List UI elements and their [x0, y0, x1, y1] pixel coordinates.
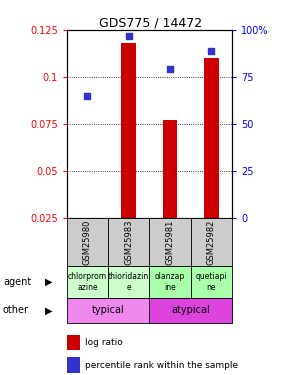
- Point: [85, 93, 90, 99]
- Bar: [67, 266, 108, 298]
- Bar: [149, 298, 232, 322]
- Text: other: other: [3, 305, 29, 315]
- Bar: [67, 357, 80, 373]
- Bar: [67, 217, 108, 266]
- Text: log ratio: log ratio: [85, 338, 123, 347]
- Bar: [191, 217, 232, 266]
- Bar: [67, 334, 80, 350]
- Text: ▶: ▶: [45, 305, 52, 315]
- Bar: [122, 43, 136, 218]
- Text: GSM25983: GSM25983: [124, 219, 133, 265]
- Bar: [204, 58, 219, 217]
- Text: agent: agent: [3, 277, 31, 287]
- Text: percentile rank within the sample: percentile rank within the sample: [85, 361, 238, 370]
- Text: GDS775 / 14472: GDS775 / 14472: [99, 17, 202, 30]
- Text: GSM25981: GSM25981: [166, 219, 175, 265]
- Bar: [108, 266, 149, 298]
- Bar: [67, 298, 149, 322]
- Text: atypical: atypical: [171, 305, 210, 315]
- Text: olanzap
ine: olanzap ine: [155, 273, 185, 292]
- Bar: [108, 217, 149, 266]
- Bar: [163, 120, 177, 218]
- Text: quetiapi
ne: quetiapi ne: [195, 273, 227, 292]
- Text: GSM25980: GSM25980: [83, 219, 92, 265]
- Text: typical: typical: [92, 305, 124, 315]
- Bar: [149, 217, 191, 266]
- Point: [126, 33, 131, 39]
- Text: chlorprom
azine: chlorprom azine: [68, 273, 107, 292]
- Bar: [191, 266, 232, 298]
- Point: [209, 48, 214, 54]
- Bar: [149, 266, 191, 298]
- Text: ▶: ▶: [45, 277, 52, 287]
- Text: thioridazin
e: thioridazin e: [108, 273, 149, 292]
- Text: GSM25982: GSM25982: [207, 219, 216, 265]
- Point: [168, 66, 172, 72]
